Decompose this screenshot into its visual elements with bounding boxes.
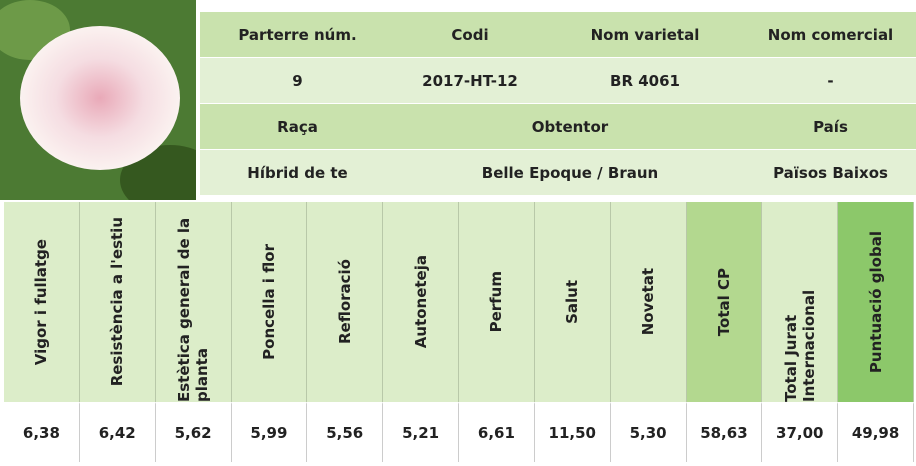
label: Nom comercial	[745, 26, 916, 44]
label: Nom varietal	[545, 26, 745, 44]
score-value: 6,38	[4, 402, 80, 462]
column-header: Autoneteja	[383, 202, 459, 402]
column-label: Poncella i flor	[260, 244, 278, 360]
label: Codi	[395, 26, 545, 44]
scores-table: Vigor i fullatge Resistència a l'estiu Est…	[4, 202, 914, 464]
column-label: Novetat	[639, 268, 657, 335]
column-label: Perfum	[487, 271, 505, 332]
value: 2017-HT-12	[395, 72, 545, 90]
score-value: 5,62	[156, 402, 232, 462]
score-value: 5,99	[232, 402, 308, 462]
value: -	[745, 72, 916, 90]
column-header: Novetat	[611, 202, 687, 402]
score-value: 5,21	[383, 402, 459, 462]
label: Obtentor	[395, 118, 745, 136]
column-label: Resistència a l'estiu	[108, 217, 126, 386]
column-header: Perfum	[459, 202, 535, 402]
column-header: Poncella i flor	[232, 202, 308, 402]
column-header: Total Jurat Internacional	[762, 202, 838, 402]
rose-photo	[0, 0, 196, 200]
column-label: Total CP	[715, 268, 733, 336]
column-label: Salut	[563, 280, 581, 324]
column-header: Refloració	[307, 202, 383, 402]
info-labels-1: Parterre núm. Codi Nom varietal Nom come…	[200, 12, 916, 57]
label: Parterre núm.	[200, 26, 395, 44]
value: Belle Epoque / Braun	[395, 164, 745, 182]
value: 9	[200, 72, 395, 90]
column-label: Total Jurat Internacional	[782, 202, 818, 402]
page: Parterre núm. Codi Nom varietal Nom come…	[0, 0, 916, 466]
column-header: Vigor i fullatge	[4, 202, 80, 402]
score-value: 49,98	[838, 402, 914, 462]
column-header: Total CP	[687, 202, 763, 402]
label: País	[745, 118, 916, 136]
info-labels-2: Raça Obtentor País	[200, 104, 916, 149]
score-value: 5,56	[307, 402, 383, 462]
score-value: 6,61	[459, 402, 535, 462]
value: BR 4061	[545, 72, 745, 90]
info-values-1: 9 2017-HT-12 BR 4061 -	[200, 58, 916, 103]
column-label: Puntuació global	[867, 231, 885, 373]
value: Països Baixos	[745, 164, 916, 182]
label: Raça	[200, 118, 395, 136]
column-header: Puntuació global	[838, 202, 914, 402]
column-header: Resistència a l'estiu	[80, 202, 156, 402]
column-label: Vigor i fullatge	[32, 239, 50, 365]
column-header: Salut	[535, 202, 611, 402]
column-label: Estètica general de la planta	[175, 202, 211, 402]
score-value: 5,30	[611, 402, 687, 462]
column-label: Autoneteja	[412, 255, 430, 348]
score-value: 11,50	[535, 402, 611, 462]
score-value: 58,63	[687, 402, 763, 462]
column-label: Refloració	[336, 259, 354, 344]
info-values-2: Híbrid de te Belle Epoque / Braun Països…	[200, 150, 916, 195]
value: Híbrid de te	[200, 164, 395, 182]
column-header: Estètica general de la planta	[156, 202, 232, 402]
score-value: 37,00	[762, 402, 838, 462]
score-value: 6,42	[80, 402, 156, 462]
